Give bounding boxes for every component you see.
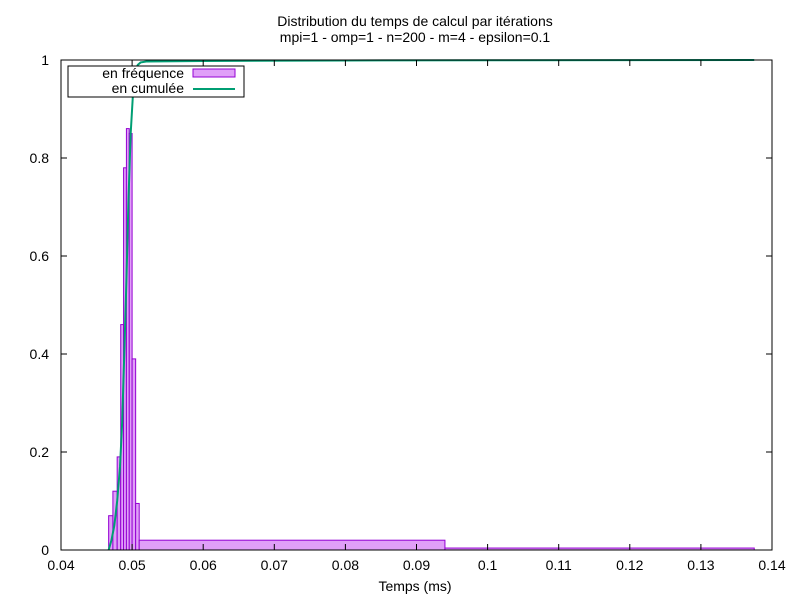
x-tick-label-3: 0.07 (261, 557, 288, 573)
x-tick-label-10: 0.14 (758, 557, 785, 573)
legend-label-cumulative: en cumulée (112, 80, 185, 96)
histogram-bars (108, 128, 755, 551)
y-tick-label-5: 1 (41, 52, 49, 68)
x-axis-label: Temps (ms) (378, 578, 451, 594)
legend-label-frequency: en fréquence (102, 65, 184, 81)
histogram-bar-7 (131, 358, 137, 551)
plot-frame (60, 59, 773, 551)
cumulative-series (107, 59, 755, 551)
cumulative-line (107, 59, 755, 551)
x-tick-label-0: 0.04 (47, 557, 74, 573)
x-tick-label-2: 0.06 (190, 557, 217, 573)
chart-subtitle: mpi=1 - omp=1 - n=200 - m=4 - epsilon=0.… (280, 29, 551, 45)
y-tick-label-3: 0.6 (30, 248, 50, 264)
x-tick-label-4: 0.08 (332, 557, 359, 573)
x-tick-label-1: 0.05 (118, 557, 145, 573)
x-tick-label-7: 0.11 (546, 557, 572, 573)
legend: en fréquence en cumulée (67, 65, 245, 98)
axis-ticks: 0.04 0.05 0.06 0.07 0.08 0.09 0.1 0.11 0.12 0.13 0… (30, 52, 786, 573)
y-tick-label-1: 0.2 (30, 444, 50, 460)
x-tick-label-8: 0.12 (616, 557, 643, 573)
x-tick-label-6: 0.1 (478, 557, 498, 573)
histogram-bar-8 (135, 502, 140, 551)
chart-title: Distribution du temps de calcul par itér… (277, 13, 552, 29)
legend-swatch-frequency (192, 68, 236, 78)
y-tick-label-2: 0.4 (30, 346, 50, 362)
histogram-bar-9 (138, 539, 446, 551)
y-tick-label-4: 0.8 (30, 150, 50, 166)
x-tick-label-5: 0.09 (403, 557, 430, 573)
x-tick-label-9: 0.13 (687, 557, 714, 573)
y-tick-label-0: 0 (41, 542, 49, 558)
